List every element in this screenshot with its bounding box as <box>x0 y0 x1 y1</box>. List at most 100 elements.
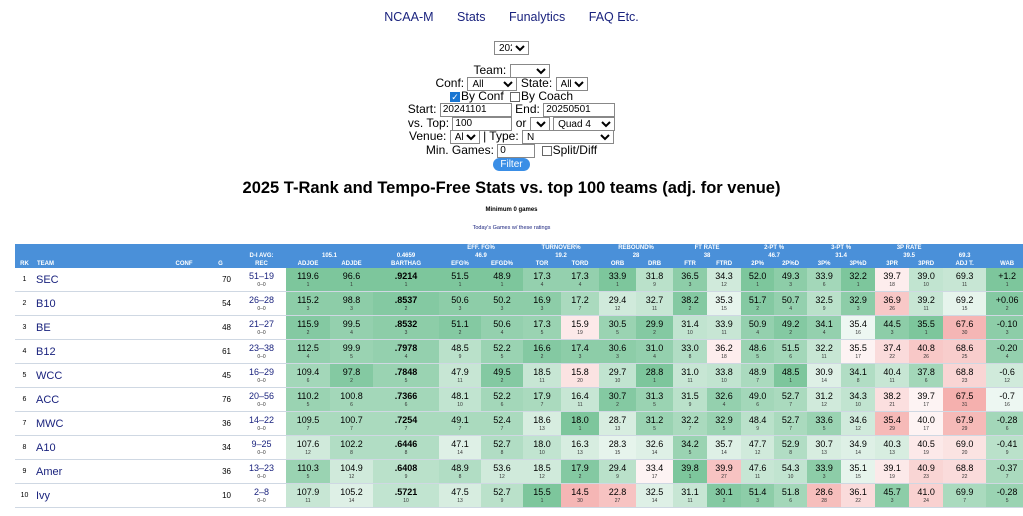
stat-value: 40.3 <box>883 439 901 449</box>
stat-rank: 2 <box>540 354 544 360</box>
stat-rank: 3 <box>404 330 408 336</box>
col-header[interactable]: ADJDE <box>330 260 374 268</box>
record-link[interactable]: 21–27 <box>248 319 275 329</box>
team-link[interactable]: SEC <box>36 273 59 286</box>
stat-cell: 32.7 11 <box>636 291 674 316</box>
col-header[interactable]: EFGD% <box>481 260 524 268</box>
nav-ncaa-m[interactable]: NCAA-M <box>384 10 434 24</box>
stat-rank: 22 <box>961 474 968 480</box>
stat-rank: 9 <box>404 474 408 480</box>
stat-rank: 26 <box>923 354 929 360</box>
stat-rank: 2 <box>1005 306 1009 312</box>
col-header[interactable]: G <box>204 260 237 268</box>
record-link[interactable]: 26–28 <box>248 295 275 305</box>
type-select[interactable]: N <box>522 129 614 144</box>
end-date-input[interactable] <box>543 102 616 117</box>
stat-rank: 4 <box>756 330 759 336</box>
record-link[interactable]: 9–25 <box>251 439 272 449</box>
col-header[interactable]: 3PR <box>875 260 910 268</box>
record-link[interactable]: 2–8 <box>253 487 270 497</box>
stat-value: 39.9 <box>715 463 733 473</box>
stat-value: 31.4 <box>681 319 699 329</box>
stat-cell: -0.20 4 <box>986 339 1023 364</box>
stat-cell: 110.2 5 <box>286 387 330 412</box>
stat-rank: 1 <box>616 282 619 288</box>
team-link[interactable]: B10 <box>36 297 56 310</box>
nav-faq[interactable]: FAQ Etc. <box>588 10 639 24</box>
by-coach-checkbox[interactable] <box>510 91 520 102</box>
col-header[interactable]: ORB <box>599 260 637 268</box>
col-header[interactable]: FTRD <box>707 260 742 268</box>
state-select[interactable]: All <box>555 76 588 91</box>
col-header[interactable]: 3PRD <box>909 260 944 268</box>
stat-cell: 29.4 9 <box>599 459 637 484</box>
team-link[interactable]: Amer <box>36 465 63 478</box>
team-select[interactable] <box>509 63 550 78</box>
stat-rank: 5 <box>616 330 619 336</box>
record-link[interactable]: 23–38 <box>248 343 275 353</box>
col-header[interactable]: RK <box>15 260 34 268</box>
stat-value: 109.4 <box>296 367 320 377</box>
col-header[interactable]: ADJ T. <box>943 260 987 268</box>
record-cell: 9–25 0–0 <box>237 435 286 460</box>
col-header[interactable]: 3P%D <box>841 260 876 268</box>
record-link[interactable]: 13–23 <box>248 463 275 473</box>
stat-rank: 2 <box>458 330 462 336</box>
team-link[interactable]: WCC <box>36 369 63 382</box>
nav-stats[interactable]: Stats <box>457 10 486 24</box>
stat-value: 50.6 <box>493 319 511 329</box>
record-link[interactable]: 51–19 <box>248 271 275 281</box>
team-link[interactable]: B12 <box>36 345 56 358</box>
col-header[interactable]: REC <box>237 260 286 268</box>
col-header[interactable]: WAB <box>986 260 1023 268</box>
team-link[interactable]: Ivy <box>36 489 51 502</box>
col-header[interactable]: EFG% <box>439 260 482 268</box>
quad-select[interactable]: Quad 4 <box>553 116 616 131</box>
stat-rank: 2 <box>653 330 656 336</box>
start-date-input[interactable] <box>439 102 512 117</box>
stat-value: .8532 <box>394 319 418 329</box>
col-header[interactable]: BARTHAG <box>373 260 440 268</box>
col-header[interactable]: 2P%D <box>774 260 808 268</box>
record-link[interactable]: 14–22 <box>248 415 275 425</box>
record-cell: 13–23 0–0 <box>237 459 286 484</box>
stat-value: 100.8 <box>340 391 363 401</box>
stat-cell: 31.2 12 <box>807 387 842 412</box>
col-header[interactable]: TEAM <box>34 260 164 268</box>
record-link[interactable]: 16–29 <box>248 367 275 377</box>
split-diff-checkbox[interactable] <box>541 145 552 156</box>
stat-rank: 9 <box>500 498 504 504</box>
by-conf-checkbox[interactable]: ✓ <box>449 91 460 102</box>
col-header[interactable]: CONF <box>164 260 204 268</box>
stat-cell: 32.2 11 <box>807 339 842 364</box>
col-header[interactable]: FTR <box>673 260 708 268</box>
team-link[interactable]: ACC <box>36 393 60 406</box>
stat-value: 15.9 <box>571 319 589 329</box>
vs-top-input[interactable] <box>452 116 513 131</box>
team-link[interactable]: MWC <box>36 417 64 430</box>
year-select[interactable]: 2025 <box>494 40 529 55</box>
nav-funalytics[interactable]: Funalytics <box>509 10 566 24</box>
min-games-input[interactable] <box>497 143 536 158</box>
stat-cell: 68.6 25 <box>943 339 987 364</box>
stat-cell: 51.5 1 <box>439 268 482 292</box>
col-header[interactable]: 2P% <box>741 260 775 268</box>
stat-cell: 67.9 29 <box>943 411 987 436</box>
stat-cell: 39.7 18 <box>875 268 910 292</box>
todays-games-link[interactable]: Today's Games w/ these ratings <box>472 225 551 231</box>
team-link[interactable]: A10 <box>36 441 56 454</box>
col-header[interactable]: TORD <box>561 260 600 268</box>
col-header[interactable]: 3P% <box>807 260 842 268</box>
col-header[interactable]: ADJOE <box>286 260 330 268</box>
stat-rank: 13 <box>577 450 583 456</box>
venue-select[interactable]: All <box>449 129 480 144</box>
team-link[interactable]: BE <box>36 321 51 334</box>
stat-rank: 8 <box>688 354 692 360</box>
col-header[interactable]: DRB <box>636 260 674 268</box>
avg-label: D-I AVG: <box>237 244 286 260</box>
record-link[interactable]: 20–56 <box>248 391 275 401</box>
col-header[interactable]: TOR <box>523 260 562 268</box>
stat-cell: 15.8 20 <box>561 363 600 388</box>
stat-cell: 49.5 2 <box>481 363 524 388</box>
filter-button[interactable]: Filter <box>493 158 530 171</box>
